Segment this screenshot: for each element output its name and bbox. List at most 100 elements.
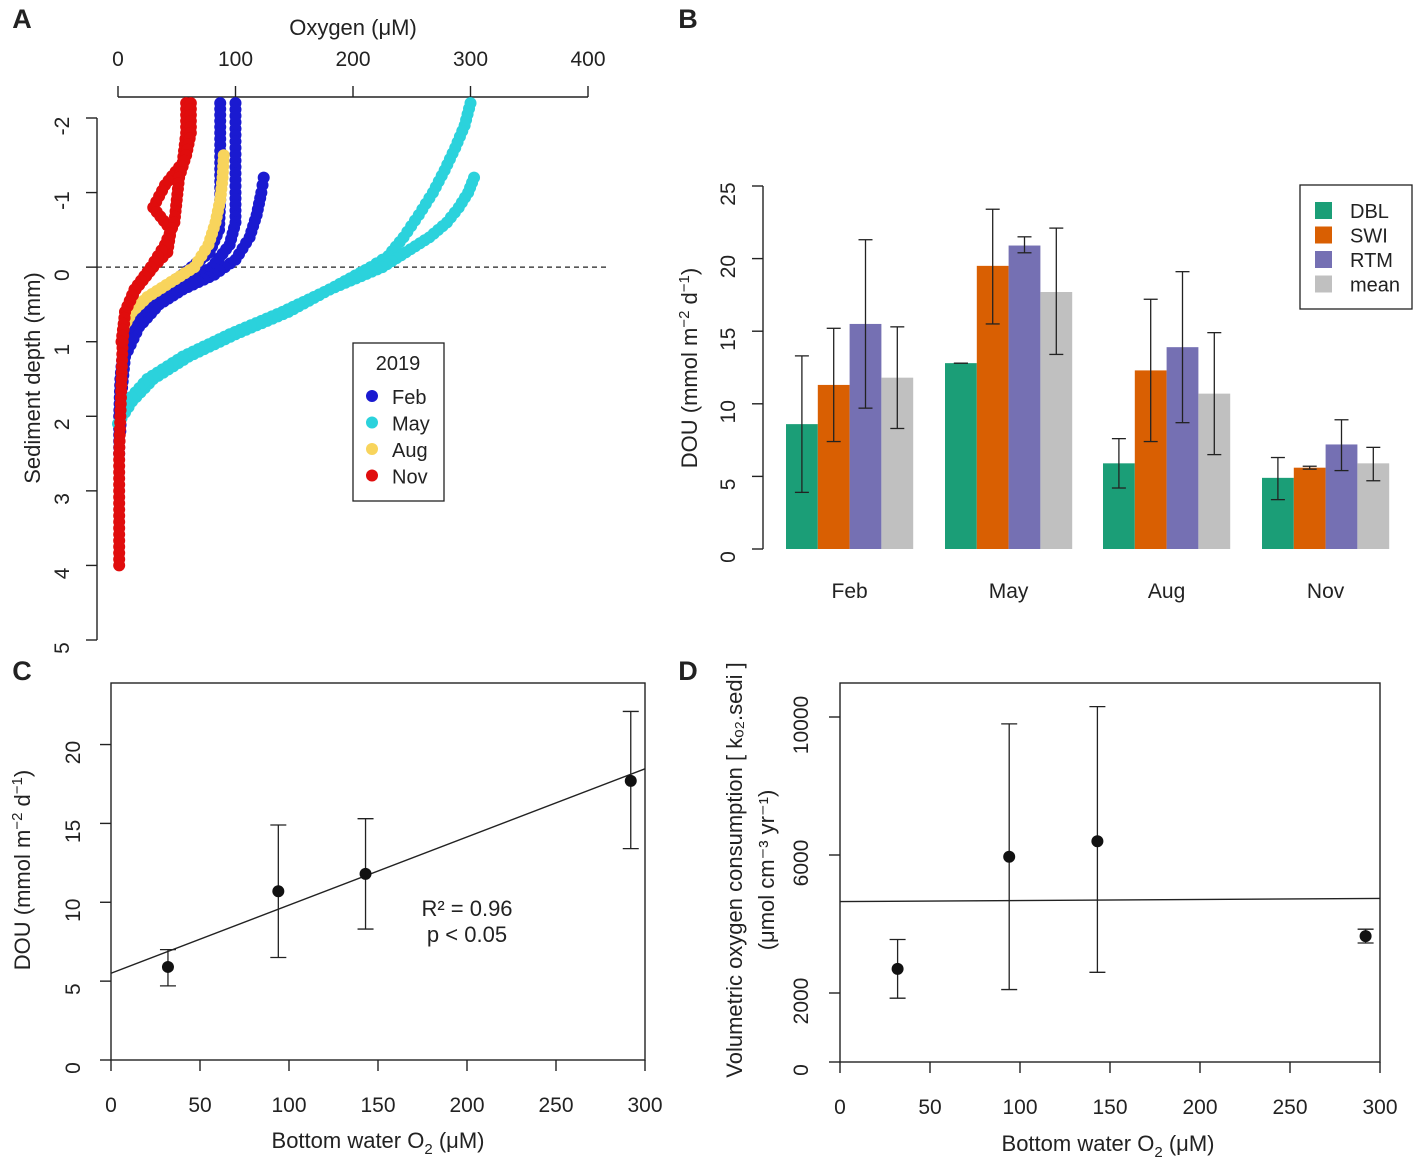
x-tick-label: 100 [271,1094,306,1117]
legend-title: 2019 [376,353,421,375]
data-point [1003,850,1016,863]
y-tick-label: 10000 [790,696,813,754]
series-may [112,97,481,430]
x-tick-label: 50 [188,1094,211,1117]
x-category-label: Nov [1307,580,1345,603]
x-tick-label: 250 [1272,1096,1307,1119]
r-squared-annotation: R² = 0.96 [421,896,512,921]
y-tick-label: 15 [62,820,85,843]
legend-entry: Nov [392,467,428,489]
legend-entry: Feb [392,387,426,409]
y-axis-title-part: −2 [676,311,693,328]
legend-marker [366,469,378,482]
panel-b: B 0 5 10 15 20 25 DOU (mmol m−2 d−1) Feb May Aug No… [676,4,1413,603]
y-axis-title: Sediment depth (mm) [20,272,45,484]
x-tick-label: 200 [449,1094,484,1117]
panel-d: D 0 50 100 150 200 250 300 0 2000 6000 10000 Bottom … [678,656,1397,1161]
y-axis-title-line1: Volumetric oxygen consumption [ kₒ₂.sedi… [722,662,747,1078]
legend-swatch [1315,226,1332,244]
legend-entry: mean [1350,275,1400,297]
y-tick-label: 0 [51,269,74,281]
y-tick-label: 0 [790,1064,813,1076]
x-category-label: May [989,580,1029,603]
panel-a-label: A [12,4,32,34]
panel-c: C 0 50 100 150 200 250 300 0 5 10 15 20 Bottom water … [9,656,663,1158]
y-tick-label: -1 [51,191,74,210]
x-axis-title: Bottom water O2 (μM) [272,1128,485,1158]
x-tick-label: 150 [1092,1096,1127,1119]
x-tick-label: 0 [105,1094,117,1117]
x-category-label: Feb [832,580,868,603]
x-tick-label: 150 [360,1094,395,1117]
legend-swatch [1315,275,1332,293]
data-point [359,867,372,880]
x-category-label: Aug [1148,580,1185,603]
panel-c-label: C [12,656,32,686]
y-tick-label: 6000 [790,840,813,887]
x-tick-label: 250 [538,1094,573,1117]
x-tick-label: 300 [1362,1096,1397,1119]
y-axis-title: DOU (mmol m−2 d−1) [9,770,35,970]
legend: 2019 Feb May Aug Nov [352,342,445,502]
regression-line [110,768,646,974]
y-tick-label: 15 [717,328,740,351]
panel-a: A 0 100 200 300 400 Oxygen (μM) -2 -1 0 1 2 3 4 5 Sedim… [12,4,608,654]
plot-frame [839,682,1381,1063]
legend-marker [366,390,378,402]
x-axis-title-part: Bottom water O [272,1128,425,1153]
x-tick-label: 200 [335,48,370,71]
y-tick-label: 4 [51,567,74,579]
y-axis-title-part: d [10,794,35,812]
x-axis-title: Bottom water O2 (μM) [1002,1131,1215,1161]
x-tick-label: 300 [627,1094,662,1117]
x-tick-label: 200 [1182,1096,1217,1119]
legend-entry: Aug [392,440,428,462]
regression-line [839,897,1381,903]
data-point [891,962,904,975]
x-tick-label: 100 [1002,1096,1037,1119]
legend-marker [366,416,378,429]
legend-entry: SWI [1350,226,1388,248]
y-tick-label: 10 [62,899,85,922]
legend-swatch [1315,202,1332,219]
y-axis-title-line2: (μmol cm⁻³ yr⁻¹) [754,790,779,951]
y-tick-label: 5 [51,642,74,654]
x-axis-title-part: 2 [1154,1144,1162,1161]
y-axis-title-part: −1 [676,275,693,292]
bar-swi [1293,467,1326,549]
y-tick-label: 5 [717,479,740,491]
y-tick-label: -2 [51,117,74,136]
bar-dbl [945,363,977,549]
y-axis-title-part: ) [677,268,702,275]
data-point [115,335,128,348]
bar-rtm [1008,245,1041,550]
x-axis-title-part: 2 [424,1141,432,1158]
x-axis-title-part: (μM) [433,1128,485,1153]
y-tick-label: 1 [51,344,74,356]
panel-d-label: D [678,656,698,686]
y-tick-label: 2000 [790,978,813,1025]
series-nov [113,97,197,572]
x-axis-title-part: Bottom water O [1002,1131,1155,1156]
data-point [161,960,174,973]
x-tick-label: 0 [112,48,124,71]
y-axis-title-part: d [677,292,702,310]
y-axis-title-part: −1 [9,777,26,794]
data-point [113,559,126,572]
data-point [624,774,637,787]
y-tick-label: 0 [717,551,740,563]
y-axis-title: DOU (mmol m−2 d−1) [676,268,702,468]
y-tick-label: 0 [62,1062,85,1074]
y-axis-title-part: ) [10,770,35,777]
legend-marker [366,443,378,455]
legend-entry: May [392,414,430,436]
x-tick-label: 0 [834,1096,846,1119]
legend-entry: RTM [1350,250,1393,272]
p-value-annotation: p < 0.05 [427,922,507,947]
x-tick-label: 50 [918,1096,941,1119]
data-point [272,885,285,898]
y-tick-label: 10 [717,400,740,423]
y-tick-label: 3 [51,493,74,505]
y-axis-title-part: −2 [9,813,26,830]
